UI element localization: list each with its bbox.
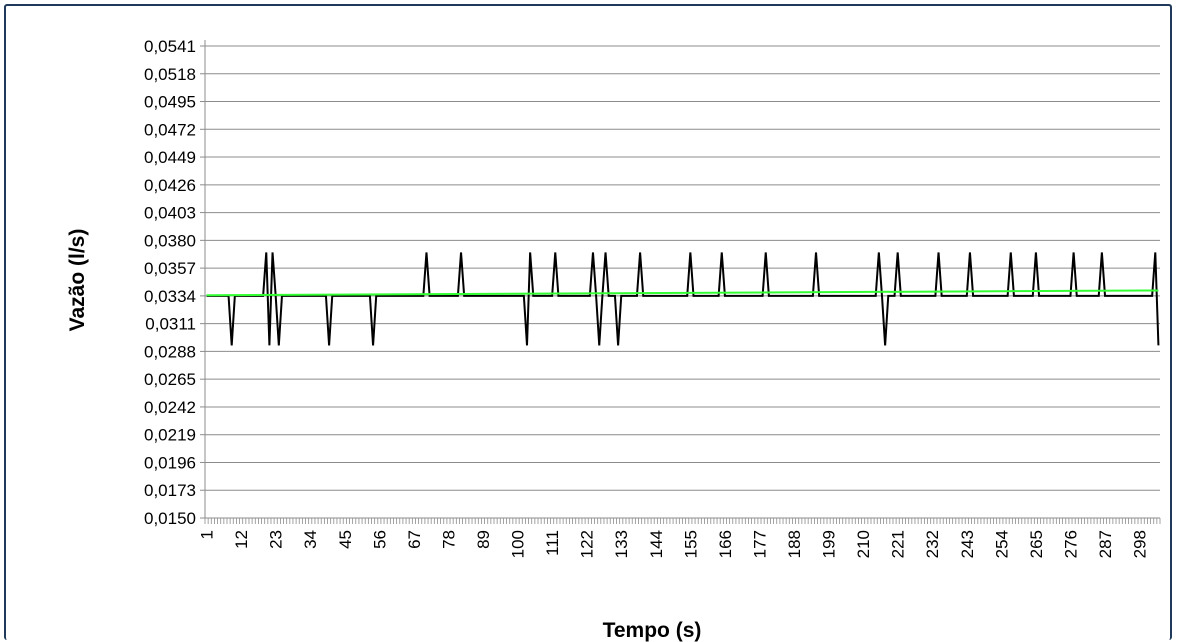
x-tick-label: 45 xyxy=(336,530,355,549)
grid-lines xyxy=(200,45,1160,519)
y-tick-label: 0,0380 xyxy=(144,231,196,250)
x-tick-label: 12 xyxy=(232,530,251,549)
chart-frame xyxy=(4,4,1172,640)
x-tick-labels: 1 12 23 34 45 56 67 78 89 100 111 122 133 144 155 166 17… xyxy=(198,530,1150,558)
y-axis-title: Vazão (l/s) xyxy=(66,229,89,332)
x-axis-title: Tempo (s) xyxy=(603,619,702,642)
x-tick-label: 78 xyxy=(439,530,458,549)
x-tick-label: 23 xyxy=(267,530,286,549)
x-tick-label: 1 xyxy=(198,530,217,539)
y-tick-label: 0,0196 xyxy=(144,453,196,472)
y-tick-label: 0,0472 xyxy=(144,120,196,139)
x-tick-label: 210 xyxy=(854,530,873,558)
y-tick-label: 0,0495 xyxy=(144,93,196,112)
x-tick-label: 111 xyxy=(543,530,562,556)
y-tick-label: 0,0357 xyxy=(144,259,196,278)
x-tick-label: 276 xyxy=(1061,530,1080,558)
y-tick-labels: 0,0150 0,0173 0,0196 0,0219 0,0242 0,0265 0,02… xyxy=(144,37,196,528)
x-tick-label: 100 xyxy=(509,530,528,558)
y-tick-label: 0,0518 xyxy=(144,65,196,84)
x-tick-label: 177 xyxy=(750,530,769,558)
y-tick-label: 0,0173 xyxy=(144,481,196,500)
series-trend-line xyxy=(206,289,1159,297)
x-tick-label: 254 xyxy=(992,530,1011,558)
y-tick-label: 0,0334 xyxy=(144,287,196,306)
x-tick-label: 243 xyxy=(958,530,977,558)
y-tick-label: 0,0265 xyxy=(144,370,196,389)
y-tick-label: 0,0449 xyxy=(144,148,196,167)
x-tick-label: 199 xyxy=(820,530,839,558)
x-tick-label: 166 xyxy=(716,530,735,558)
x-tick-label: 232 xyxy=(923,530,942,558)
x-tick-label: 89 xyxy=(474,530,493,549)
y-tick-label: 0,0541 xyxy=(144,37,196,56)
series-flow-line xyxy=(206,252,1160,346)
y-tick-label: 0,0426 xyxy=(144,176,196,195)
x-tick-label: 56 xyxy=(370,530,389,549)
y-tick-label: 0,0403 xyxy=(144,204,196,223)
x-tick-label: 122 xyxy=(578,530,597,558)
y-tick-label: 0,0150 xyxy=(144,509,196,528)
x-tick-label: 133 xyxy=(612,530,631,558)
x-tick-label: 221 xyxy=(889,530,908,558)
series-layer xyxy=(206,252,1160,346)
y-tick-label: 0,0288 xyxy=(144,342,196,361)
x-tick-label: 144 xyxy=(647,530,666,558)
y-tick-label: 0,0311 xyxy=(145,315,196,334)
x-tick-label: 67 xyxy=(405,530,424,549)
x-tick-label: 155 xyxy=(681,530,700,558)
x-tick-label: 287 xyxy=(1096,530,1115,558)
x-tick-label: 188 xyxy=(785,530,804,558)
x-tick-label: 298 xyxy=(1131,530,1150,558)
x-tick-label: 265 xyxy=(1027,530,1046,558)
axes xyxy=(204,40,1161,524)
x-tick-label: 34 xyxy=(301,530,320,549)
y-tick-label: 0,0219 xyxy=(144,426,196,445)
y-tick-label: 0,0242 xyxy=(144,398,196,417)
